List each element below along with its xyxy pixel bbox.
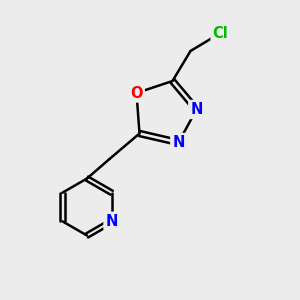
Text: O: O bbox=[130, 85, 143, 100]
Text: Cl: Cl bbox=[213, 26, 228, 40]
Text: N: N bbox=[172, 135, 185, 150]
Text: N: N bbox=[190, 102, 203, 117]
Text: N: N bbox=[106, 214, 118, 229]
